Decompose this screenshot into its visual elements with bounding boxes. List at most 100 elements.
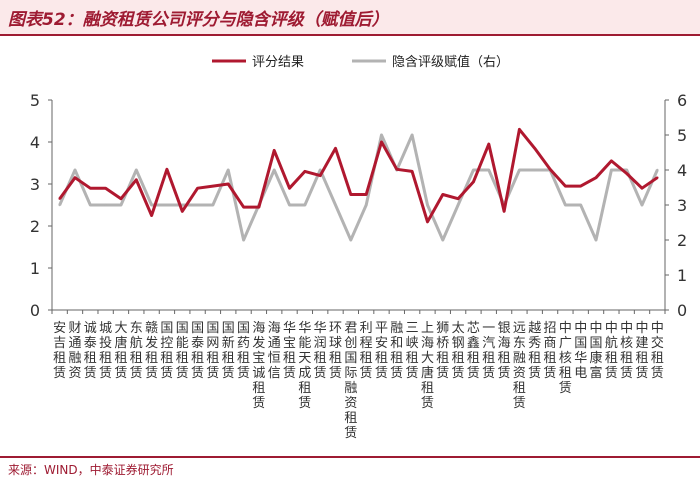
x-tick-label-4: 城投租赁 <box>99 321 112 381</box>
series-2-point-5 <box>119 203 123 207</box>
series-2-point-19 <box>334 203 337 207</box>
series-1-point-4 <box>104 187 107 190</box>
x-tick-label-14: 海发宝诚租赁 <box>252 321 265 411</box>
x-tick-label-36: 中国康富 <box>590 321 603 381</box>
x-tick-label-38: 中核租赁 <box>620 321 633 381</box>
series-2-point-35 <box>579 203 582 207</box>
x-tick-label-32: 越秀租赁 <box>528 321 541 381</box>
x-tick-label-35: 中国华电 <box>574 321 587 381</box>
x-tick-label-20: 君创国际融资租赁 <box>344 321 357 441</box>
legend: 评分结果 隐含评级赋值（右） <box>212 54 509 70</box>
series-1-point-37 <box>610 159 613 163</box>
series-1-point-32 <box>533 147 536 150</box>
series-2-point-3 <box>89 203 92 207</box>
series-2-point-21 <box>364 203 368 207</box>
series-1-point-31 <box>518 128 521 131</box>
series-1-point-36 <box>594 176 598 179</box>
series-1-point-1 <box>58 197 61 200</box>
series-2-point-7 <box>150 203 153 207</box>
x-tick-label-23: 融和租赁 <box>390 321 403 381</box>
series-1-point-23 <box>395 168 399 171</box>
series-1-point-22 <box>380 140 383 144</box>
series-1-point-29 <box>487 142 490 146</box>
series-1-point-35 <box>579 184 582 188</box>
series-2-point-28 <box>472 168 475 172</box>
x-tick-label-40: 中交租赁 <box>651 321 664 381</box>
y-right-tick-label: 4 <box>677 161 687 180</box>
series-2-point-24 <box>410 133 414 137</box>
series-1-point-33 <box>548 168 552 171</box>
x-tick-label-25: 上海大唐租赁 <box>421 321 434 411</box>
x-tick-label-13: 国药租赁 <box>237 321 250 381</box>
series-2-point-1 <box>58 203 61 207</box>
x-tick-label-31: 远东融资租赁 <box>513 321 526 411</box>
y-left-tick-label: 4 <box>30 133 40 152</box>
series-1-point-11 <box>211 184 215 188</box>
x-tick-label-7: 赣发租赁 <box>145 321 158 381</box>
series-2-point-26 <box>441 238 444 242</box>
series-1-point-15 <box>273 149 276 152</box>
x-tick-label-12: 国新租赁 <box>222 321 235 381</box>
series-2-point-8 <box>165 203 169 207</box>
x-tick-label-9: 国能租赁 <box>176 321 189 381</box>
x-tick-label-5: 大唐租赁 <box>114 321 127 381</box>
series-1-point-2 <box>73 176 77 179</box>
series-1-point-26 <box>441 193 444 196</box>
x-tick-label-30: 银海租赁 <box>498 321 511 381</box>
chart-title: 图表52：融资租赁公司评分与隐含评级（赋值后） <box>8 10 389 30</box>
title-bar: 图表52：融资租赁公司评分与隐含评级（赋值后） <box>0 0 700 36</box>
x-tick-label-10: 国泰租赁 <box>191 321 204 381</box>
x-tick-label-27: 太钢租赁 <box>452 321 465 381</box>
series-2-point-4 <box>104 203 107 207</box>
series-2-point-37 <box>610 168 613 172</box>
series-2-point-15 <box>273 168 276 172</box>
series-1-point-21 <box>364 193 368 196</box>
x-tick-label-37: 中航租赁 <box>605 321 618 381</box>
series-1-point-24 <box>410 170 414 173</box>
series-2-point-29 <box>487 168 490 172</box>
series-layer <box>58 127 659 242</box>
y-right-tick-label: 0 <box>677 301 687 320</box>
chart: 评分结果 隐含评级赋值（右） 0 1 2 3 4 5 0 1 2 3 4 5 6 安吉租赁财通融资诚泰租赁… <box>30 54 687 441</box>
series-2-point-38 <box>625 168 628 172</box>
x-tick-label-29: 一汽租赁 <box>482 321 495 381</box>
source-note: 来源：WIND，中泰证券研究所 <box>8 463 174 477</box>
x-tick-label-24: 三峡租赁 <box>406 321 419 381</box>
series-2-point-2 <box>73 168 77 172</box>
y-left-tick-label: 3 <box>30 175 40 194</box>
series-1-point-6 <box>135 178 138 181</box>
series-line-1 <box>58 127 659 224</box>
legend-label-2: 隐含评级赋值（右） <box>392 54 509 70</box>
x-tick-label-17: 华能天成租赁 <box>298 321 311 411</box>
series-1-point-39 <box>640 187 644 190</box>
series-2-point-27 <box>456 203 460 207</box>
series-2-point-10 <box>196 203 199 207</box>
x-tick-label-2: 财通融资 <box>68 321 81 381</box>
series-1-point-18 <box>318 174 322 177</box>
series-1-point-30 <box>502 210 506 213</box>
x-tick-label-1: 安吉租赁 <box>53 321 66 381</box>
x-tick-label-28: 芯鑫租赁 <box>467 321 480 381</box>
series-line-2 <box>58 133 659 242</box>
x-tick-label-15: 海通恒信 <box>268 321 281 381</box>
series-1-point-40 <box>656 176 659 179</box>
series-1-point-5 <box>119 197 123 200</box>
x-tick-label-16: 华宝租赁 <box>283 321 296 381</box>
y-left-tick-label: 5 <box>30 91 40 110</box>
series-1-point-27 <box>456 197 460 200</box>
y-left-tick-label: 2 <box>30 217 40 236</box>
x-tick-label-18: 华润租赁 <box>314 321 327 381</box>
series-1-point-19 <box>334 147 337 150</box>
series-2-point-25 <box>426 203 429 207</box>
series-2-point-20 <box>349 238 353 242</box>
series-1-point-20 <box>349 193 353 196</box>
series-1-point-14 <box>257 205 261 209</box>
x-tick-label-26: 狮桥租赁 <box>436 321 449 381</box>
x-tick-label-19: 环球租赁 <box>329 321 342 381</box>
series-1-point-8 <box>165 168 169 171</box>
y-right-tick-label: 5 <box>677 126 687 145</box>
series-1-point-12 <box>227 182 230 186</box>
series-1-point-10 <box>196 187 199 190</box>
series-2-point-17 <box>303 203 307 207</box>
